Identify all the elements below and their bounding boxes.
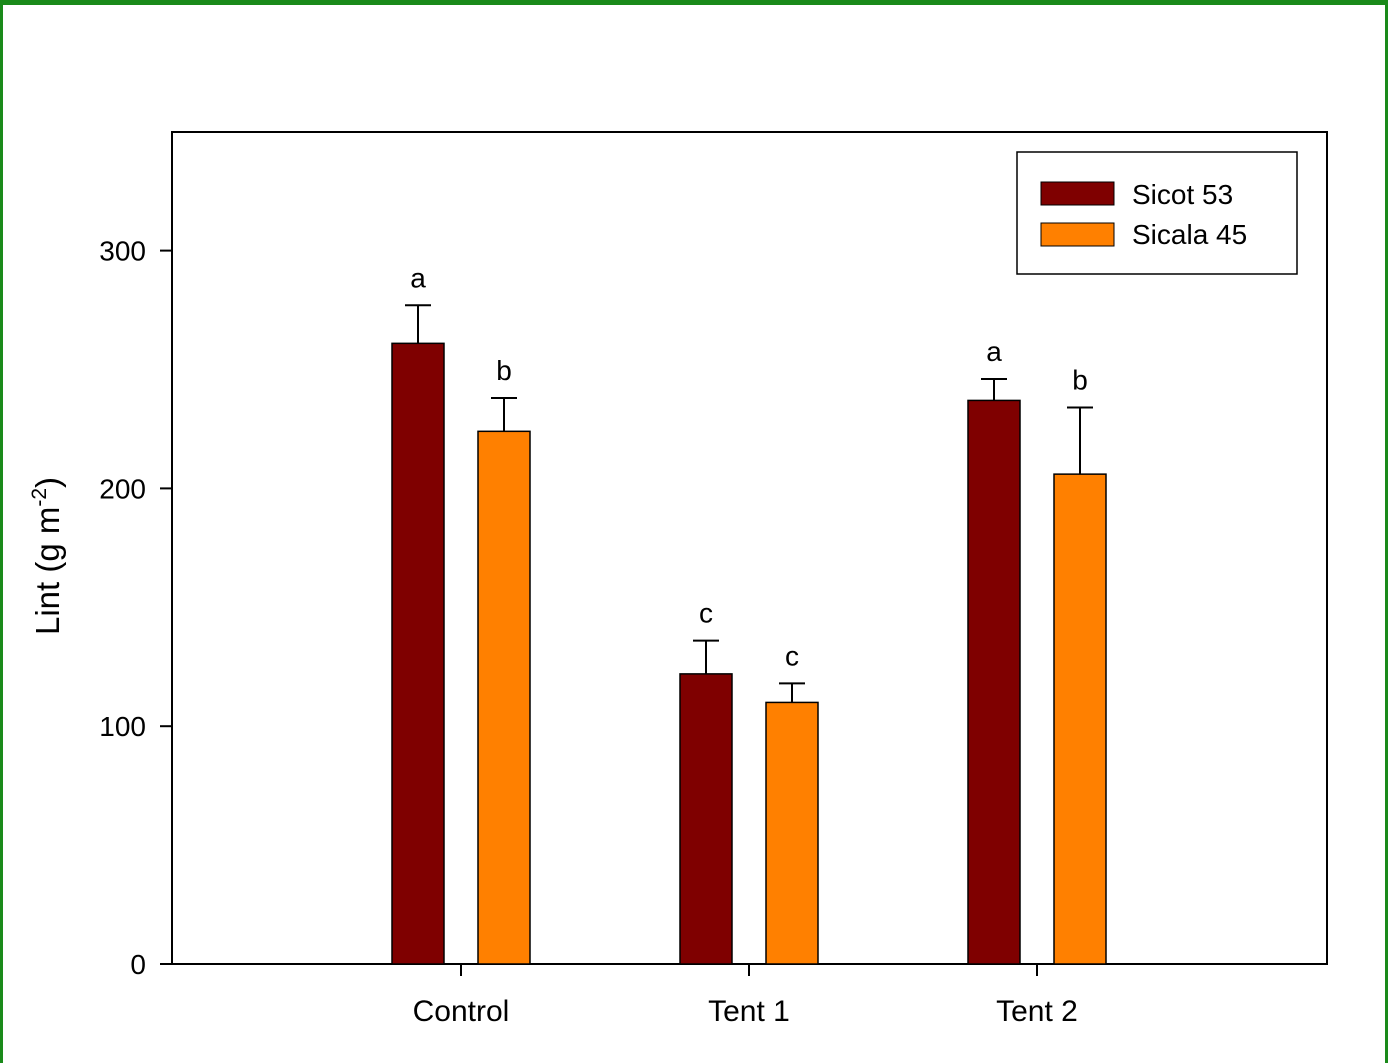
bar-sicala-2 [1053, 473, 1107, 965]
y-tick-label-100: 100 [99, 711, 146, 742]
y-axis-label-superscript: -2 [28, 488, 51, 507]
x-tick-label-1: Tent 1 [708, 995, 790, 1028]
significance-label-1-2: b [1072, 365, 1088, 396]
legend-swatch-sicala [1040, 222, 1115, 247]
y-tick-label-0: 0 [130, 949, 146, 980]
axis-layer: 0 100 200 300 Control Tent 1 Tent 2 [99, 236, 1078, 1028]
bar-sicot-1 [679, 673, 733, 965]
x-tick-label-0: Control [413, 995, 510, 1028]
legend-box [1016, 151, 1298, 275]
legend: Sicot 53 Sicala 45 [1016, 151, 1298, 275]
significance-label-0-1: c [699, 598, 713, 629]
bar-sicala-1 [765, 701, 819, 965]
legend-label-sicala: Sicala 45 [1132, 219, 1247, 250]
significance-label-1-1: c [785, 640, 799, 671]
legend-swatch-sicot [1040, 181, 1115, 206]
significance-label-1-0: b [496, 355, 512, 386]
y-axis-label-suffix: ) [29, 477, 66, 488]
bar-chart: a c a b c b 0 100 200 300 Control Tent 1 Tent 2 Lin… [28, 131, 1328, 1028]
significance-label-0-2: a [986, 336, 1002, 367]
legend-label-sicot: Sicot 53 [1132, 179, 1233, 210]
bar-sicot-0 [391, 342, 445, 965]
y-tick-label-200: 200 [99, 473, 146, 504]
y-axis-label-main: Lint (g m [29, 507, 66, 635]
y-tick-label-300: 300 [99, 236, 146, 267]
bars-layer: a c a b c b [391, 262, 1107, 965]
y-axis-label: Lint (g m-2) [28, 477, 66, 635]
x-tick-label-2: Tent 2 [996, 995, 1078, 1028]
bar-sicot-2 [967, 399, 1021, 965]
bar-sicala-0 [477, 430, 531, 965]
significance-label-0-0: a [410, 262, 426, 293]
